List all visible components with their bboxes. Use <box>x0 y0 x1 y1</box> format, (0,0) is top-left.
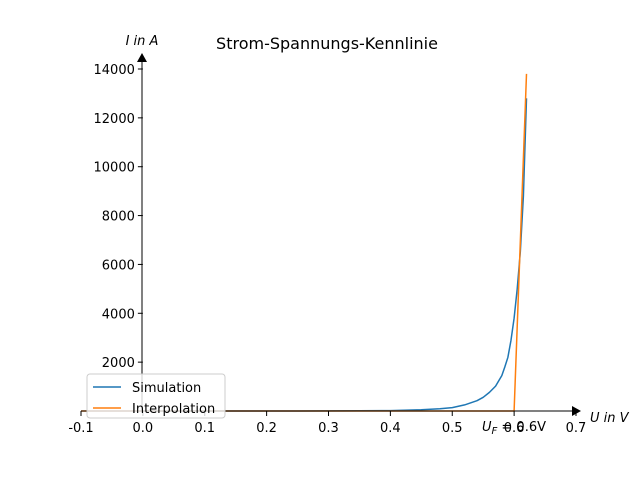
legend-frame <box>86 373 226 419</box>
x-axis-label: U in V <box>590 411 630 426</box>
forward-voltage-annotation: UF = 0.6V <box>482 420 546 437</box>
x-tick-label: -0.1 <box>68 421 93 436</box>
y-tick-label: 14000 <box>94 63 135 78</box>
x-tick-label: 0.1 <box>194 421 215 436</box>
x-tick-label: 0.4 <box>380 421 401 436</box>
x-tick-label: 0.2 <box>256 421 277 436</box>
y-tick-label: 2000 <box>102 356 135 371</box>
y-ticks: 2000 4000 6000 8000 10000 12000 14000 <box>94 63 143 371</box>
x-tick-label: 0.6 <box>504 421 525 436</box>
series-line-simulation <box>142 98 528 412</box>
y-tick-label: 4000 <box>102 307 135 322</box>
y-tick-label: 8000 <box>102 210 135 225</box>
annotation-subscript: F <box>492 426 498 437</box>
series-line-interpolation <box>81 73 528 412</box>
x-ticks: -0.1 0.0 0.1 0.2 0.3 0.4 0.5 0.6 0.7 <box>68 411 586 436</box>
legend-label-interpolation: Interpolation <box>132 402 215 417</box>
chart-title: Strom-Spannungs-Kennlinie <box>216 34 438 53</box>
y-tick-label: 12000 <box>94 112 135 127</box>
legend-label-simulation: Simulation <box>132 381 201 396</box>
x-tick-label: 0.5 <box>442 421 463 436</box>
y-axis-label: I in A <box>126 34 159 49</box>
x-tick-label: 0.3 <box>318 421 339 436</box>
y-axis-arrow <box>137 53 147 62</box>
y-tick-label: 6000 <box>102 258 135 273</box>
x-tick-label: 0.0 <box>133 421 154 436</box>
series-layer <box>81 73 528 412</box>
annotation-prefix: U <box>482 420 492 435</box>
x-tick-label: 0.7 <box>566 421 587 436</box>
y-tick-label: 10000 <box>94 161 135 176</box>
legend: Simulation Interpolation <box>86 373 226 419</box>
annotation-suffix: = 0.6V <box>497 420 546 435</box>
